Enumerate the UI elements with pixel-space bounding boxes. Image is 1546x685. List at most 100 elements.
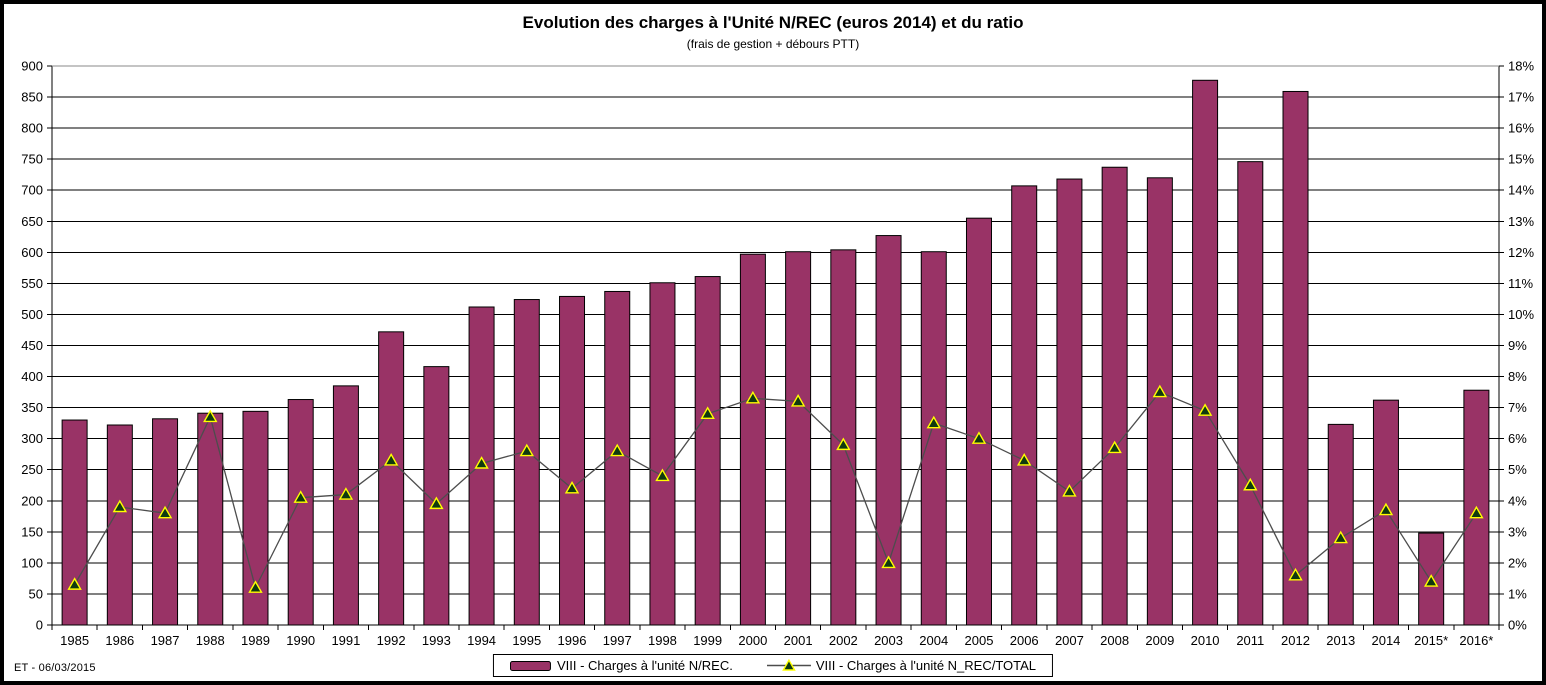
marker-1996 [564,480,580,494]
right-axis-label: 15% [1508,152,1534,167]
left-axis-label: 800 [21,121,43,136]
chart-legend: VIII - Charges à l'unité N/REC. VIII - C… [492,654,1054,677]
legend-entry-bars: VIII - Charges à l'unité N/REC. [509,658,733,673]
bar-2010 [1192,79,1219,626]
x-axis-label-1998: 1998 [648,633,677,648]
marker-1989 [248,580,263,593]
chart-title: Evolution des charges à l'Unité N/REC (e… [522,13,1024,32]
right-axis-label: 6% [1508,431,1527,446]
marker-1986 [112,499,128,513]
right-axis-label: 5% [1508,462,1527,477]
marker-2006 [1016,452,1032,466]
x-axis-label-1993: 1993 [422,633,451,648]
x-axis-label-2007: 2007 [1055,633,1084,648]
bar-2002 [830,249,857,626]
x-axis-label-1985: 1985 [60,633,89,648]
marker-2004 [926,415,941,429]
marker-2014 [1378,502,1394,516]
x-axis-label-2012: 2012 [1281,633,1310,648]
marker-2010 [1197,403,1213,416]
x-axis-label-1999: 1999 [693,633,722,648]
bar-series-swatch-icon [509,660,551,671]
bar-1995 [513,299,540,626]
right-axis-label: 4% [1508,493,1527,508]
x-axis-label-2004: 2004 [919,633,948,648]
marker-1993 [429,496,444,510]
marker-1991 [338,487,354,500]
left-axis-label: 0 [36,618,43,633]
left-axis-label: 750 [21,152,43,167]
left-axis-label: 700 [21,183,43,198]
left-axis-label: 600 [21,245,43,260]
x-axis-label-2006: 2006 [1010,633,1039,648]
left-axis-label: 50 [29,586,43,601]
right-axis-label: 17% [1508,90,1534,105]
x-axis-label-1991: 1991 [331,633,360,648]
marker-2008 [1107,440,1122,454]
marker-2000 [745,390,761,404]
bar-2012 [1282,90,1309,626]
marker-1995 [519,443,535,457]
x-axis-label-1990: 1990 [286,633,315,648]
bar-2008 [1101,166,1128,626]
bar-2011 [1237,161,1264,626]
legend-label-bars: VIII - Charges à l'unité N/REC. [556,658,733,673]
marker-1997 [610,443,625,457]
bar-1991 [332,385,359,626]
right-axis-label: 2% [1508,555,1527,570]
bar-1999 [694,276,721,626]
right-axis-label: 0% [1508,618,1527,633]
left-axis-label: 450 [21,338,43,353]
marker-1998 [655,468,670,482]
bar-1990 [287,399,314,626]
x-axis-label-2003: 2003 [874,633,903,648]
marker-2003 [881,555,896,569]
bar-1989 [242,410,269,626]
left-axis-label: 100 [21,555,43,570]
x-axis-label-1987: 1987 [151,633,180,648]
marker-1994 [474,456,489,469]
left-axis-label: 500 [21,307,43,322]
x-axis-label-1986: 1986 [105,633,134,648]
right-axis-label: 14% [1508,183,1534,198]
marker-2005 [971,431,987,444]
x-axis-label-2009: 2009 [1145,633,1174,648]
bar-1987 [152,418,179,626]
marker-2002 [836,437,851,451]
bar-1988 [197,412,224,626]
marker-2016* [1469,505,1484,519]
marker-1985 [67,577,82,590]
right-axis-label: 16% [1508,121,1534,136]
bar-2013 [1327,423,1354,626]
x-axis-label-2008: 2008 [1100,633,1129,648]
x-axis-label-2013: 2013 [1326,633,1355,648]
marker-2011 [1243,477,1258,491]
x-axis-label-2002: 2002 [829,633,858,648]
marker-2013 [1333,530,1348,544]
bar-2001 [785,251,812,626]
left-axis-label: 300 [21,431,43,446]
right-axis-label: 9% [1508,338,1527,353]
right-axis-label: 12% [1508,245,1534,260]
chart-subtitle: (frais de gestion + débours PTT) [686,37,860,51]
x-axis-label-2010: 2010 [1191,633,1220,648]
left-axis-label: 150 [21,524,43,539]
ratio-line [74,391,1477,590]
left-axis-label: 350 [21,400,43,415]
marker-1999 [700,406,715,420]
left-axis-label: 900 [21,59,43,74]
x-axis-label-1997: 1997 [603,633,632,648]
right-axis-label: 8% [1508,369,1527,384]
marker-2015* [1423,574,1439,587]
marker-1992 [383,452,399,466]
right-axis-label: 1% [1508,586,1527,601]
x-axis-label-2005: 2005 [965,633,994,648]
x-axis-label-2016*: 2016* [1459,633,1493,648]
footer-note: ET - 06/03/2015 [14,662,96,674]
marker-2009 [1152,384,1168,398]
left-axis-label: 200 [21,493,43,508]
bar-2004 [920,251,947,626]
x-axis-label-2014: 2014 [1371,633,1400,648]
marker-2007 [1062,484,1077,497]
marker-2012 [1288,567,1303,581]
